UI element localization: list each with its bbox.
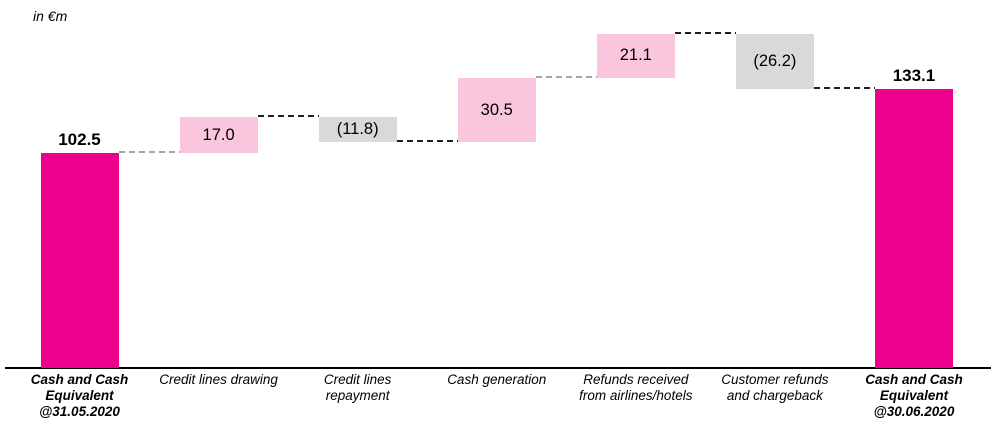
category-label: Cash generation	[422, 372, 572, 388]
waterfall-bar	[40, 153, 119, 368]
category-label-line: Credit lines	[323, 372, 392, 387]
waterfall-bar	[457, 78, 536, 143]
waterfall-bar	[318, 117, 397, 143]
category-label-line: Equivalent	[45, 388, 114, 403]
category-label-line: Cash and Cash	[865, 372, 963, 387]
bar-value-label: 102.5	[58, 130, 101, 149]
category-label: Customer refunds and chargeback	[700, 372, 850, 404]
category-label-line: Cash generation	[447, 372, 547, 387]
bar-value-label: (11.8)	[336, 120, 379, 139]
connector-dashed-line	[813, 86, 875, 89]
category-label: Credit lines repayment	[283, 372, 433, 404]
bar-value-label: 133.1	[892, 65, 936, 85]
bar-value-label: (26.2)	[753, 51, 797, 70]
waterfall-bar	[874, 88, 953, 368]
waterfall-bar	[596, 33, 675, 79]
category-label-line: Cash and Cash	[30, 372, 129, 387]
bar-value-label: 21.1	[619, 46, 652, 65]
connector-dashed-line	[257, 115, 319, 118]
connector-dashed-line	[396, 140, 458, 143]
category-label: Refunds received from airlines/hotels	[561, 372, 711, 404]
category-label: Cash and Cash Equivalent @31.05.2020	[5, 372, 155, 420]
waterfall-bar	[735, 33, 814, 89]
category-label-line: @30.06.2020	[873, 404, 955, 419]
category-label-line: and chargeback	[726, 388, 823, 403]
connector-dashed-line	[118, 151, 180, 153]
category-label-line: Refunds received	[583, 372, 689, 387]
category-label-line: repayment	[325, 388, 390, 403]
category-label-line: Equivalent	[879, 388, 949, 403]
bar-value-label: 17.0	[202, 125, 235, 144]
connector-dashed-line	[535, 76, 597, 79]
bar-value-label: 30.5	[480, 100, 513, 119]
category-label-line: @31.05.2020	[39, 404, 120, 419]
category-label-line: Credit lines drawing	[159, 372, 278, 387]
waterfall-bar	[179, 117, 258, 153]
category-label-line: Customer refunds	[721, 372, 829, 387]
category-label-line: from airlines/hotels	[579, 388, 693, 403]
category-label: Credit lines drawing	[144, 372, 294, 388]
unit-label: in €m	[33, 8, 68, 24]
connector-dashed-line	[674, 31, 736, 34]
category-label: Cash and Cash Equivalent @30.06.2020	[839, 372, 989, 420]
x-axis-line	[5, 367, 991, 369]
